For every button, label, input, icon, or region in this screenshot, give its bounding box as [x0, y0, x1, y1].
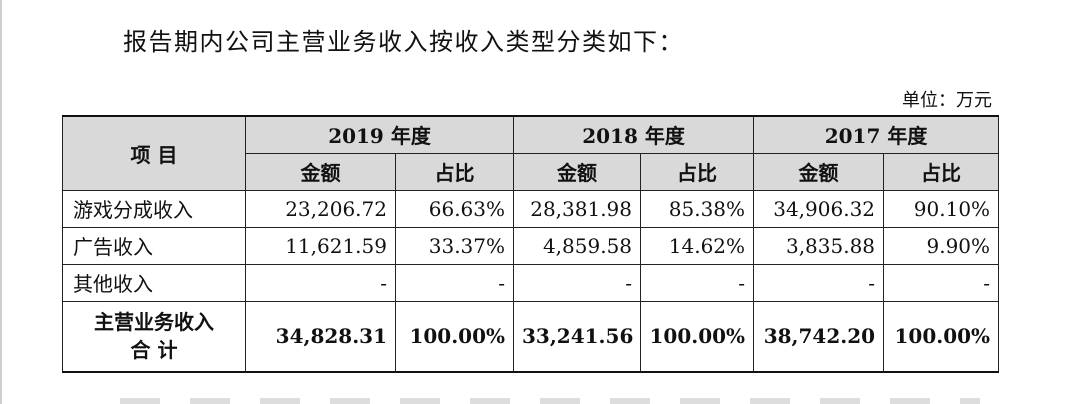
cell-amount-2018: -	[513, 263, 642, 302]
year-header-2018: 2018 年度	[513, 115, 755, 154]
total-amount-2019: 34,828.31	[245, 300, 396, 373]
ratio-header: 占比	[883, 152, 1000, 191]
cut-off-next-line	[120, 398, 980, 404]
revenue-table: 项 目 2019 年度 2018 年度 2017 年度 金额 占比 金额 占比 …	[62, 115, 1000, 373]
amount-header: 金额	[753, 152, 885, 191]
cell-ratio-2018: -	[640, 263, 755, 302]
cell-amount-2019: -	[245, 263, 396, 302]
cell-ratio-2017: 90.10%	[883, 189, 1000, 228]
item-header: 项 目	[62, 115, 246, 191]
cell-ratio-2017: -	[883, 263, 1000, 302]
row-label: 广告收入	[62, 226, 246, 265]
cell-amount-2017: 3,835.88	[753, 226, 885, 265]
cell-amount-2018: 28,381.98	[513, 189, 642, 228]
table-row: 其他收入 - - - - - -	[62, 263, 1000, 302]
total-label-line1: 主营业务收入	[94, 310, 214, 335]
total-label: 主营业务收入 合 计	[62, 300, 246, 373]
cell-ratio-2019: 33.37%	[394, 226, 515, 265]
cell-amount-2018: 4,859.58	[513, 226, 642, 265]
cell-ratio-2019: 66.63%	[394, 189, 515, 228]
year-header-2017: 2017 年度	[753, 115, 1000, 154]
amount-header: 金额	[245, 152, 396, 191]
total-label-line2: 合 计	[130, 338, 178, 363]
cell-ratio-2019: -	[394, 263, 515, 302]
table-row: 游戏分成收入 23,206.72 66.63% 28,381.98 85.38%…	[62, 189, 1000, 228]
row-label: 游戏分成收入	[62, 189, 246, 228]
ratio-header: 占比	[640, 152, 755, 191]
table-row: 广告收入 11,621.59 33.37% 4,859.58 14.62% 3,…	[62, 226, 1000, 265]
total-ratio-2017: 100.00%	[883, 300, 1000, 373]
unit-label: 单位：万元	[902, 90, 992, 111]
cell-amount-2017: 34,906.32	[753, 189, 885, 228]
amount-header: 金额	[513, 152, 642, 191]
cell-ratio-2018: 14.62%	[640, 226, 755, 265]
row-label: 其他收入	[62, 263, 246, 302]
intro-text: 报告期内公司主营业务收入按收入类型分类如下：	[123, 28, 684, 56]
cell-ratio-2018: 85.38%	[640, 189, 755, 228]
total-amount-2018: 33,241.56	[513, 300, 642, 373]
cell-amount-2017: -	[753, 263, 885, 302]
total-amount-2017: 38,742.20	[753, 300, 885, 373]
page-edge	[0, 0, 2, 404]
header-row-subcols: 金额 占比 金额 占比 金额 占比	[63, 152, 1000, 191]
year-header-2019: 2019 年度	[244, 115, 515, 154]
total-ratio-2019: 100.00%	[394, 300, 515, 373]
total-row: 主营业务收入 合 计 34,828.31 100.00% 33,241.56 1…	[62, 300, 1000, 373]
cell-amount-2019: 11,621.59	[245, 226, 396, 265]
cell-amount-2019: 23,206.72	[245, 189, 396, 228]
cell-ratio-2017: 9.90%	[883, 226, 1000, 265]
header-row-years: 项 目 2019 年度 2018 年度 2017 年度	[62, 115, 1000, 191]
ratio-header: 占比	[394, 152, 515, 191]
total-ratio-2018: 100.00%	[640, 300, 755, 373]
